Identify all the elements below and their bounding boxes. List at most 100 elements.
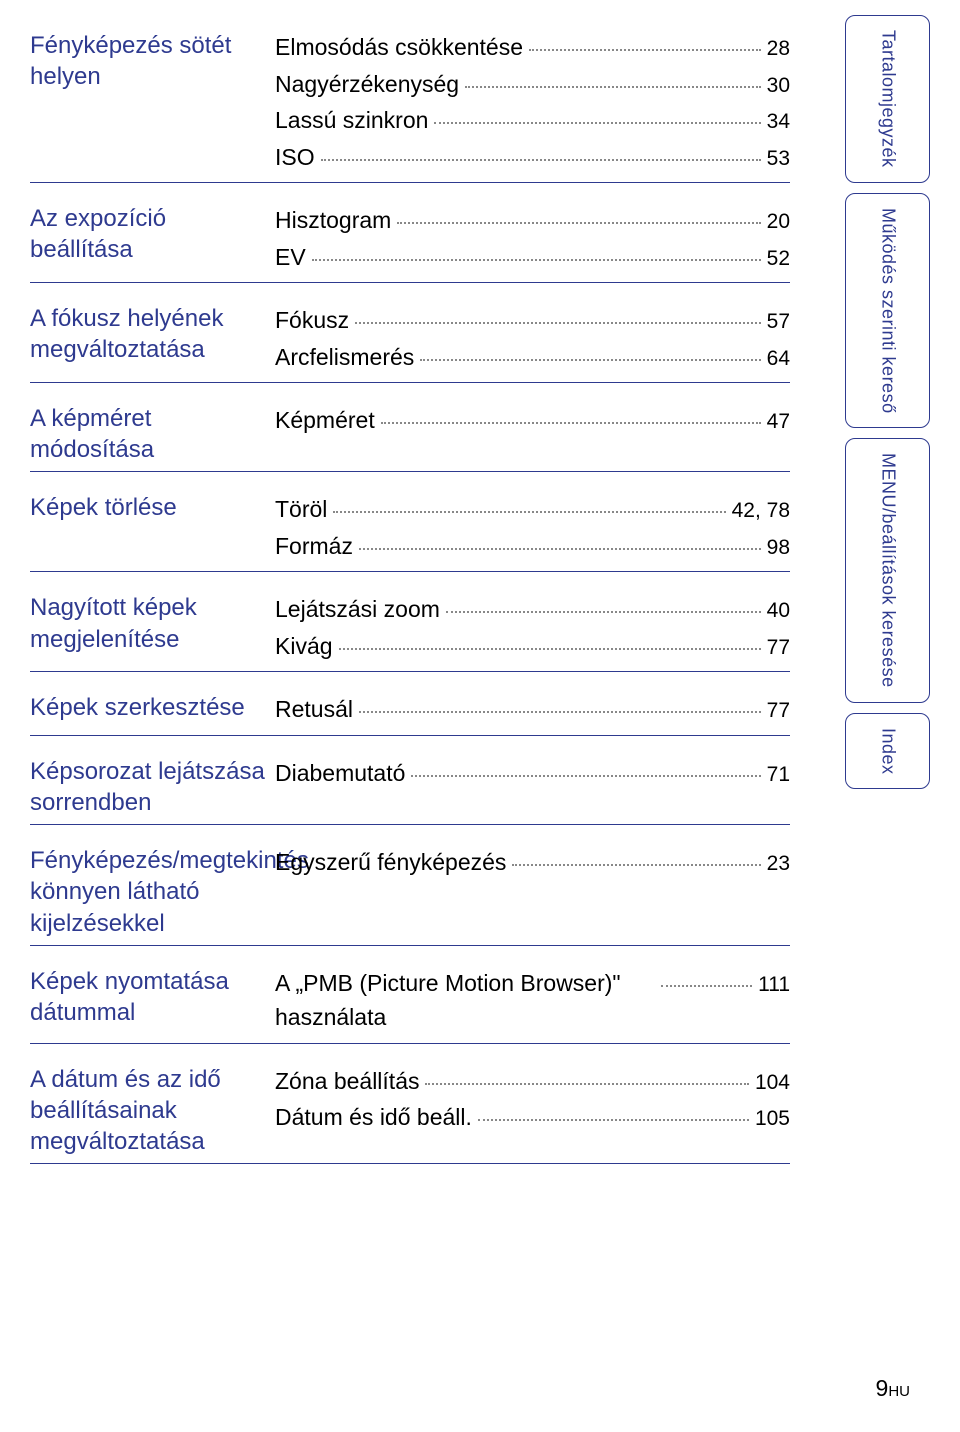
sidebar-tab[interactable]: Tartalomjegyzék bbox=[845, 15, 930, 183]
entry-leader-dots bbox=[359, 548, 761, 550]
section-items: A „PMB (Picture Motion Browser)" használ… bbox=[275, 966, 790, 1037]
section-title: Képek törlése bbox=[30, 492, 275, 565]
section-items: Retusál 77 bbox=[275, 692, 790, 729]
entry-page: 52 bbox=[767, 243, 790, 275]
page-num-value: 9 bbox=[876, 1375, 889, 1401]
section-items: Képméret 47 bbox=[275, 403, 790, 465]
entry-leader-dots bbox=[312, 259, 761, 261]
entry-leader-dots bbox=[321, 159, 761, 161]
entry-leader-dots bbox=[339, 648, 761, 650]
entry-page: 40 bbox=[767, 595, 790, 627]
entry-label: Képméret bbox=[275, 403, 375, 438]
section-items: Elmosódás csökkentése28Nagyérzékenység 30… bbox=[275, 30, 790, 176]
toc-section: Képek nyomtatása dátummalA „PMB (Picture… bbox=[30, 966, 790, 1044]
toc-entry[interactable]: Fókusz57 bbox=[275, 303, 790, 338]
toc-entry[interactable]: Töröl42, 78 bbox=[275, 492, 790, 527]
entry-label: Diabemutató bbox=[275, 756, 405, 791]
section-title: Nagyított képek megjelenítése bbox=[30, 592, 275, 665]
entry-leader-dots bbox=[359, 711, 761, 713]
entry-label: Fókusz bbox=[275, 303, 349, 338]
toc-section: Nagyított képek megjelenítéseLejátszási … bbox=[30, 592, 790, 672]
section-items: Hisztogram 20 EV 52 bbox=[275, 203, 790, 276]
toc-entry[interactable]: Lassú szinkron 34 bbox=[275, 103, 790, 138]
section-title: Képek nyomtatása dátummal bbox=[30, 966, 275, 1037]
section-items: Zóna beállítás104Dátum és idő beáll.105 bbox=[275, 1064, 790, 1158]
entry-label: Egyszerű fényképezés bbox=[275, 845, 506, 880]
toc-entry[interactable]: Zóna beállítás104 bbox=[275, 1064, 790, 1099]
entry-page: 77 bbox=[767, 632, 790, 664]
toc-section: Fényképezés sötét helyenElmosódás csökke… bbox=[30, 30, 790, 183]
toc-entry[interactable]: Formáz 98 bbox=[275, 529, 790, 564]
entry-leader-dots bbox=[478, 1119, 749, 1121]
entry-leader-dots bbox=[381, 422, 761, 424]
entry-leader-dots bbox=[397, 222, 760, 224]
toc-entry[interactable]: Dátum és idő beáll.105 bbox=[275, 1100, 790, 1135]
entry-leader-dots bbox=[434, 122, 760, 124]
sidebar-tab[interactable]: Index bbox=[845, 713, 930, 790]
section-title: A dátum és az idő beállításainak megvált… bbox=[30, 1064, 275, 1158]
entry-leader-dots bbox=[420, 359, 760, 361]
entry-page: 30 bbox=[767, 70, 790, 102]
toc-section: A fókusz helyének megváltoztatásaFókusz5… bbox=[30, 303, 790, 383]
entry-page: 34 bbox=[767, 106, 790, 138]
entry-leader-dots bbox=[411, 775, 760, 777]
entry-page: 47 bbox=[767, 406, 790, 438]
entry-leader-dots bbox=[512, 864, 760, 866]
entry-label: Formáz bbox=[275, 529, 353, 564]
toc-section: Képek szerkesztéseRetusál77 bbox=[30, 692, 790, 736]
entry-page: 98 bbox=[767, 532, 790, 564]
toc-entry[interactable]: Arcfelismerés64 bbox=[275, 340, 790, 375]
toc-entry[interactable]: Hisztogram 20 bbox=[275, 203, 790, 238]
entry-label: Lassú szinkron bbox=[275, 103, 428, 138]
entry-label: Elmosódás csökkentése bbox=[275, 30, 523, 65]
section-items: Diabemutató71 bbox=[275, 756, 790, 818]
page-suffix: HU bbox=[888, 1383, 910, 1400]
toc-entry[interactable]: Retusál 77 bbox=[275, 692, 790, 727]
entry-label: EV bbox=[275, 240, 306, 275]
entry-page: 77 bbox=[767, 695, 790, 727]
toc-section: Képek törléseTöröl42, 78Formáz 98 bbox=[30, 492, 790, 572]
toc-entry[interactable]: A „PMB (Picture Motion Browser)" használ… bbox=[275, 966, 790, 1035]
entry-label: Arcfelismerés bbox=[275, 340, 414, 375]
entry-page: 104 bbox=[755, 1067, 790, 1099]
toc-entry[interactable]: Nagyérzékenység 30 bbox=[275, 67, 790, 102]
section-title: Az expozíció beállítása bbox=[30, 203, 275, 276]
toc-section: Az expozíció beállításaHisztogram 20 EV 52 bbox=[30, 203, 790, 283]
entry-leader-dots bbox=[333, 511, 725, 513]
toc-entry[interactable]: Elmosódás csökkentése28 bbox=[275, 30, 790, 65]
toc-entry[interactable]: Lejátszási zoom40 bbox=[275, 592, 790, 627]
toc-entry[interactable]: EV 52 bbox=[275, 240, 790, 275]
toc-entry[interactable]: Diabemutató71 bbox=[275, 756, 790, 791]
entry-label: A „PMB (Picture Motion Browser)" használ… bbox=[275, 966, 655, 1035]
section-title: A képméret módosítása bbox=[30, 403, 275, 465]
toc-section: Fényképezés/megtekintés könnyen látható … bbox=[30, 845, 790, 946]
entry-label: ISO bbox=[275, 140, 315, 175]
entry-page: 20 bbox=[767, 206, 790, 238]
toc-entry[interactable]: ISO 53 bbox=[275, 140, 790, 175]
entry-page: 53 bbox=[767, 143, 790, 175]
section-title: A fókusz helyének megváltoztatása bbox=[30, 303, 275, 376]
sidebar-tabs: Tartalomjegyzék Működés szerinti kereső ME… bbox=[845, 15, 935, 799]
entry-page: 111 bbox=[758, 969, 790, 1001]
entry-leader-dots bbox=[355, 322, 761, 324]
toc-content: Fényképezés sötét helyenElmosódás csökke… bbox=[30, 30, 790, 1164]
entry-leader-dots bbox=[661, 985, 752, 987]
page-number: 9HU bbox=[876, 1375, 910, 1402]
entry-page: 42, 78 bbox=[732, 495, 790, 527]
entry-label: Retusál bbox=[275, 692, 353, 727]
section-title: Fényképezés sötét helyen bbox=[30, 30, 275, 176]
section-items: Lejátszási zoom40Kivág 77 bbox=[275, 592, 790, 665]
entry-label: Nagyérzékenység bbox=[275, 67, 459, 102]
toc-entry[interactable]: Kivág 77 bbox=[275, 629, 790, 664]
toc-section: Képsorozat lejátszása sorrendbenDiabemut… bbox=[30, 756, 790, 825]
entry-label: Kivág bbox=[275, 629, 333, 664]
entry-leader-dots bbox=[529, 49, 761, 51]
entry-page: 23 bbox=[767, 848, 790, 880]
sidebar-tab[interactable]: MENU/beállítások keresése bbox=[845, 438, 930, 703]
toc-section: A képméret módosításaKépméret 47 bbox=[30, 403, 790, 472]
toc-entry[interactable]: Egyszerű fényképezés 23 bbox=[275, 845, 790, 880]
toc-entry[interactable]: Képméret 47 bbox=[275, 403, 790, 438]
sidebar-tab[interactable]: Működés szerinti kereső bbox=[845, 193, 930, 429]
entry-label: Hisztogram bbox=[275, 203, 391, 238]
entry-leader-dots bbox=[425, 1083, 748, 1085]
